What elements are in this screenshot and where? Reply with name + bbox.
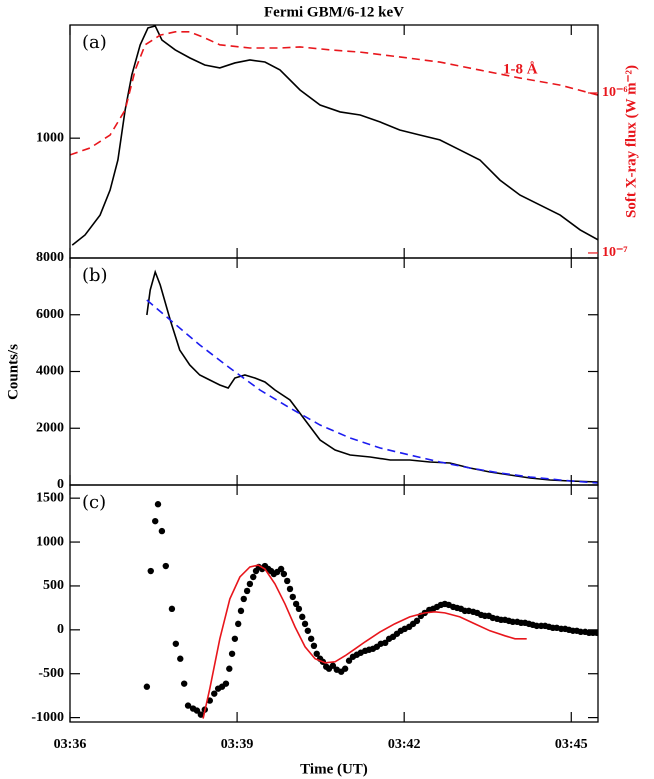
y-tick-label: 500 xyxy=(43,578,64,593)
data-point xyxy=(382,639,389,647)
data-point xyxy=(593,629,598,637)
data-point xyxy=(243,587,251,595)
data-point xyxy=(177,655,184,662)
series-line xyxy=(70,31,598,156)
x-axis-label: Time (UT) xyxy=(300,761,368,777)
data-point xyxy=(158,527,166,535)
data-point xyxy=(193,707,201,714)
y-axis-label: Counts/s xyxy=(5,344,21,400)
data-point xyxy=(152,517,159,525)
panel-frame xyxy=(69,24,599,259)
data-point xyxy=(162,562,169,570)
data-point xyxy=(250,573,257,581)
x-tick-label: 03:42 xyxy=(388,737,421,752)
data-point xyxy=(310,642,318,650)
chart-title: Fermi GBM/6-12 keV xyxy=(264,4,404,20)
x-tick-label: 03:45 xyxy=(555,737,588,752)
data-point xyxy=(304,627,312,634)
x-tick-label: 03:39 xyxy=(221,737,254,752)
annotation: 1-8 Å xyxy=(503,61,538,77)
y-tick-label: -500 xyxy=(38,666,64,681)
data-point xyxy=(577,628,584,636)
data-point xyxy=(172,640,180,647)
plot-area xyxy=(143,501,598,719)
data-point xyxy=(154,501,162,508)
data-point xyxy=(237,607,245,615)
data-point xyxy=(345,657,353,664)
panel-frame xyxy=(69,484,599,723)
y-tick-label: -1000 xyxy=(31,710,64,725)
y-tick-label: 1000 xyxy=(36,534,64,549)
data-point xyxy=(143,683,151,690)
data-point xyxy=(211,690,218,697)
data-point xyxy=(286,585,294,593)
data-point xyxy=(180,680,188,687)
data-point xyxy=(222,680,230,687)
y-tick-label: 1000 xyxy=(36,130,64,145)
y-tick-label: 1500 xyxy=(36,490,64,505)
y-tick-label: 4000 xyxy=(36,364,64,379)
data-point xyxy=(277,565,285,573)
panel-label: (a) xyxy=(82,32,107,53)
data-point xyxy=(533,622,540,630)
y2-axis-label: Soft X-ray flux (W m⁻²) xyxy=(623,65,639,218)
data-point xyxy=(341,665,349,672)
data-point xyxy=(295,605,303,613)
data-point xyxy=(289,593,296,601)
data-point xyxy=(246,580,254,588)
data-point xyxy=(509,618,516,626)
data-point xyxy=(313,650,320,657)
series-line xyxy=(71,25,598,246)
panel-label: (b) xyxy=(82,265,108,286)
data-point xyxy=(147,567,154,575)
x-tick-label: 03:36 xyxy=(54,737,87,752)
data-point xyxy=(226,665,233,672)
data-point xyxy=(228,650,236,657)
series-line xyxy=(146,269,598,483)
plot-area xyxy=(146,269,598,484)
data-point xyxy=(168,605,176,613)
data-point xyxy=(301,620,309,628)
series-line xyxy=(146,299,598,484)
y2-tick-label: 10⁻⁶ xyxy=(602,85,628,100)
y-tick-label: 6000 xyxy=(36,307,64,322)
data-point xyxy=(284,577,291,585)
data-point xyxy=(184,702,192,709)
y-tick-label: 0 xyxy=(57,477,64,492)
y2-tick-label: 10⁻⁷ xyxy=(602,245,628,260)
data-point xyxy=(280,570,288,578)
data-point xyxy=(197,711,205,718)
y-tick-label: 2000 xyxy=(36,420,64,435)
data-point xyxy=(329,662,337,669)
data-point xyxy=(413,617,421,625)
plot-area xyxy=(70,25,598,246)
data-point xyxy=(235,620,242,628)
data-point xyxy=(231,635,239,642)
data-point xyxy=(292,600,300,608)
y-tick-label: 8000 xyxy=(36,250,64,265)
series-line xyxy=(202,564,527,719)
data-point xyxy=(307,635,315,642)
panel-label: (c) xyxy=(82,492,106,513)
data-point xyxy=(299,613,306,621)
data-point xyxy=(240,595,247,603)
y-tick-label: 0 xyxy=(57,622,64,637)
